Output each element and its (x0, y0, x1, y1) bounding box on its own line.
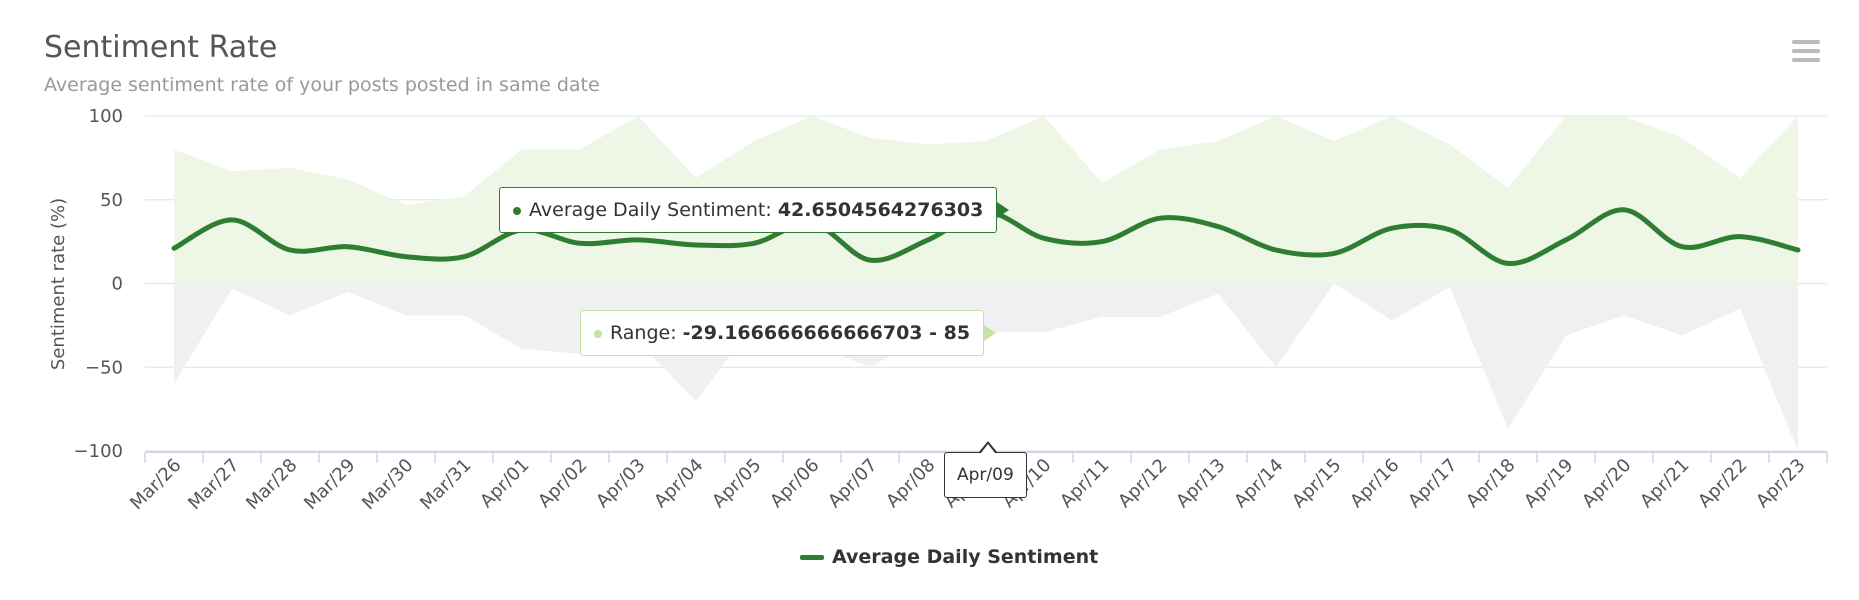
x-tick-label: Apr/11 (1056, 455, 1113, 512)
x-tick-label: Mar/30 (358, 455, 417, 514)
range-area (174, 116, 1798, 451)
y-tick-label: −50 (85, 357, 123, 378)
x-tick-label: Mar/26 (126, 455, 185, 514)
x-tick-label: Mar/28 (242, 455, 301, 514)
x-tick-label: Apr/18 (1462, 455, 1519, 512)
y-tick-label: 50 (100, 190, 123, 211)
x-tick-label: Apr/16 (1346, 455, 1403, 512)
chart-subtitle: Average sentiment rate of your posts pos… (44, 74, 600, 96)
range-dot-icon (594, 329, 602, 338)
x-tick-label: Mar/29 (300, 455, 359, 514)
x-tick-label: Apr/02 (534, 455, 591, 512)
y-tick-label: 100 (89, 106, 123, 127)
x-tick-label: Apr/17 (1404, 455, 1461, 512)
x-tick-label: Apr/19 (1520, 455, 1577, 512)
y-axis-title: Sentiment rate (%) (48, 198, 69, 370)
y-tick-label: 0 (112, 274, 123, 295)
x-tick-label: Apr/22 (1694, 455, 1751, 512)
chart-title: Sentiment Rate (44, 30, 278, 65)
hamburger-icon[interactable] (1792, 40, 1820, 66)
tooltip-series: Average Daily Sentiment: 42.650456427630… (499, 187, 1010, 233)
x-tick-label: Apr/23 (1752, 455, 1809, 512)
legend-label: Average Daily Sentiment (832, 546, 1099, 568)
x-tick-label: Mar/27 (184, 455, 243, 514)
series-dot-icon (513, 206, 521, 215)
x-tick-label: Apr/20 (1578, 455, 1635, 512)
x-tick-label: Apr/06 (766, 455, 823, 512)
tooltip-series-label: Average Daily Sentiment: (529, 199, 778, 221)
tooltip-range-value: -29.166666666666703 - 85 (682, 322, 971, 344)
x-tick-label: Mar/31 (416, 455, 475, 514)
x-tick-label: Apr/03 (592, 455, 649, 512)
x-tick-label: Apr/14 (1230, 455, 1287, 512)
x-tick-label: Apr/12 (1114, 455, 1171, 512)
legend-item[interactable]: Average Daily Sentiment (800, 546, 1098, 568)
x-tick-label: Apr/01 (476, 455, 533, 512)
x-tick-label: Apr/05 (708, 455, 765, 512)
x-tick-label: Apr/13 (1172, 455, 1229, 512)
tooltip-series-value: 42.6504564276303 (777, 199, 984, 221)
x-tick-label: Apr/08 (882, 455, 939, 512)
tooltip-range: Range: -29.166666666666703 - 85 (580, 310, 997, 356)
legend-line-icon (800, 555, 824, 560)
x-tick-label: Apr/21 (1636, 455, 1693, 512)
x-tick-label: Apr/15 (1288, 455, 1345, 512)
x-tick-label: Apr/04 (650, 455, 707, 512)
tooltip-category: Apr/09 (944, 441, 1027, 498)
y-tick-label: −100 (74, 441, 123, 462)
tooltip-range-label: Range: (610, 322, 683, 344)
x-tick-label: Apr/07 (824, 455, 881, 512)
